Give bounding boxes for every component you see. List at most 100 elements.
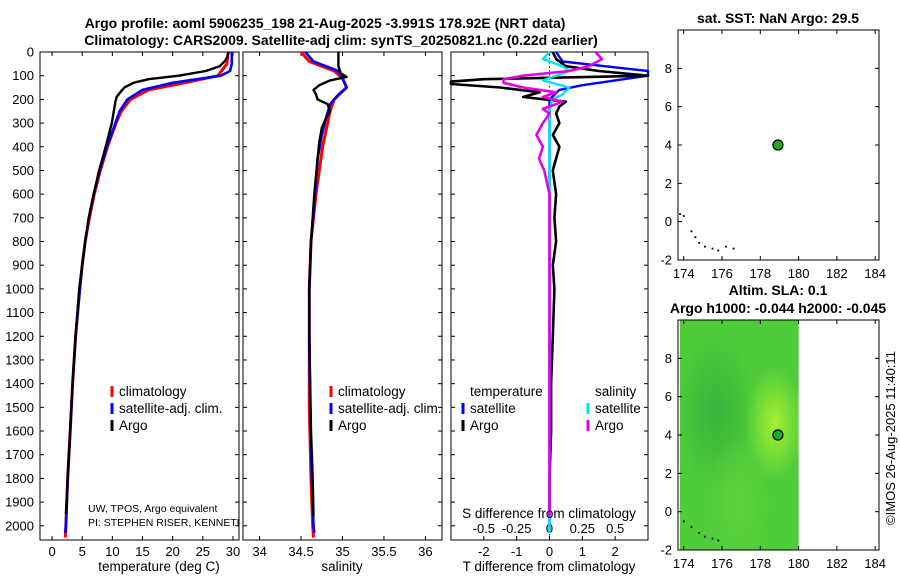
y-tick-label: 1700 xyxy=(5,447,34,462)
x-tick-label: 35.5 xyxy=(371,544,396,559)
coast-point xyxy=(698,241,701,244)
y-tick-label: 800 xyxy=(12,234,34,249)
y-tick-label: 400 xyxy=(12,139,34,154)
temperature-legend: climatology satellite-adj. clim. Argo xyxy=(110,384,223,433)
x-tick-label: 15 xyxy=(135,544,149,559)
salinity-xlabel: salinity xyxy=(321,559,363,574)
x-tick-label: 178 xyxy=(749,266,771,281)
x-tick-label: 184 xyxy=(864,556,886,571)
y-tick-label: 4 xyxy=(665,138,672,153)
sla-map-ticks: 174 176 178 180 182 184 -2 0 2 4 6 8 xyxy=(660,320,886,571)
difference-xlabel-t: T difference from climatology xyxy=(463,559,636,574)
figure-title-line2: Climatology: CARS2009. Satellite-adj cli… xyxy=(84,32,598,48)
x-tick-label: 182 xyxy=(826,266,848,281)
legend-label-satellite: satellite-adj. clim. xyxy=(338,401,442,416)
sla-map-panel: Altim. SLA: 0.1 Argo h1000: -0.044 h2000… xyxy=(660,282,886,571)
salinity-legend: climatology satellite-adj. clim. Argo xyxy=(329,384,442,433)
y-tick-label: 2 xyxy=(665,176,672,191)
x-tick-label: 35 xyxy=(335,544,349,559)
y-tick-label: 8 xyxy=(665,351,672,366)
sst-map-ticks: 174 176 178 180 182 184 -2 0 2 4 6 8 xyxy=(660,30,886,281)
legend-label-climatology: climatology xyxy=(338,384,406,399)
sst-map-panel: sat. SST: NaN Argo: 29.5 174 176 178 180 182… xyxy=(660,10,886,281)
x-tick-label: 5 xyxy=(79,544,86,559)
series-line-satellite-adj-clim- xyxy=(64,52,234,534)
x-tick-label: 180 xyxy=(788,266,810,281)
s-tick-label: 0.5 xyxy=(606,521,624,536)
y-tick-label: 0 xyxy=(665,214,672,229)
x-tick-label: 176 xyxy=(711,556,733,571)
x-tick-label: 25 xyxy=(196,544,210,559)
coast-point xyxy=(704,245,706,248)
y-tick-label: 6 xyxy=(665,389,672,404)
sst-map-title: sat. SST: NaN Argo: 29.5 xyxy=(697,10,859,26)
y-tick-label: 700 xyxy=(12,210,34,225)
s-tick-label: -0.5 xyxy=(473,521,495,536)
x-tick-label: 10 xyxy=(105,544,119,559)
y-tick-label: 1500 xyxy=(5,400,34,415)
coast-point xyxy=(679,213,681,215)
y-tick-label: 100 xyxy=(12,68,34,83)
coast-point xyxy=(725,245,727,248)
coast-point xyxy=(704,535,706,538)
difference-series xyxy=(449,51,650,540)
coast-point xyxy=(698,531,701,534)
coast-point xyxy=(682,520,685,523)
x-tick-label: 180 xyxy=(788,556,810,571)
y-tick-label: 1000 xyxy=(5,281,34,296)
y-tick-label: 1200 xyxy=(5,329,34,344)
x-tick-label: 34 xyxy=(252,544,266,559)
difference-panel: -2 -1 0 1 2-0.5 -0.25 0 0.25 0.5 T difference fr… xyxy=(449,51,650,574)
y-tick-label: 6 xyxy=(665,99,672,114)
temperature-panel: 0 5 10 15 20 25 300100200300400500600700800900… xyxy=(5,45,244,575)
coast-point xyxy=(694,236,697,238)
coast-point xyxy=(690,230,693,233)
legend-label-s-argo: Argo xyxy=(595,418,624,433)
series-line-climatology xyxy=(63,51,230,538)
sla-map-title-line2: Argo h1000: -0.044 h2000: -0.045 xyxy=(670,300,887,316)
x-tick-label: -2 xyxy=(478,544,490,559)
x-tick-label: 0 xyxy=(48,544,55,559)
salinity-axes-box xyxy=(242,51,443,541)
coast-point xyxy=(711,247,714,250)
coast-point xyxy=(717,249,720,252)
series-line-s-argo xyxy=(502,51,604,517)
y-tick-label: 200 xyxy=(12,92,34,107)
y-tick-label: 2000 xyxy=(5,518,34,533)
x-tick-label: 184 xyxy=(864,266,886,281)
salinity-panel: 34 34.5 35 35.5 36 salinity climatology sate… xyxy=(242,51,443,574)
y-tick-label: 1100 xyxy=(6,305,34,320)
difference-xlabel-s: S difference from climatology xyxy=(462,506,636,521)
y-tick-label: -2 xyxy=(660,253,672,268)
y-tick-label: 900 xyxy=(12,258,34,273)
y-tick-label: 600 xyxy=(12,187,34,202)
x-tick-label: -1 xyxy=(511,544,523,559)
coast-point xyxy=(682,215,685,217)
y-tick-label: 0 xyxy=(27,45,34,60)
y-tick-label: -2 xyxy=(660,543,672,558)
float-note-line2: PI: STEPHEN RISER, KENNETH xyxy=(88,517,244,529)
figure-title-line1: Argo profile: aoml 5906235_198 21-Aug-20… xyxy=(85,15,566,31)
y-tick-label: 1900 xyxy=(5,495,34,510)
y-tick-label: 0 xyxy=(665,504,672,519)
sst-map-marks xyxy=(679,139,784,252)
x-tick-label: 174 xyxy=(673,556,695,571)
x-tick-label: 2 xyxy=(612,544,619,559)
legend-heading-salinity: salinity xyxy=(595,384,637,399)
y-tick-label: 1800 xyxy=(5,471,34,486)
y-tick-label: 500 xyxy=(12,163,34,178)
float-note-line1: UW, TPOS, Argo equivalent xyxy=(88,503,217,515)
legend-label-s-satellite: satellite xyxy=(595,401,641,416)
y-tick-label: 4 xyxy=(665,428,672,443)
imos-timestamp: ©IMOS 26-Aug-2025 11:40:11 xyxy=(883,351,898,525)
x-tick-label: 178 xyxy=(749,556,771,571)
sla-map-marks xyxy=(682,429,784,542)
difference-legend: temperature satellite Argo salinity sate… xyxy=(461,384,641,433)
temperature-ticks: 0 5 10 15 20 25 300100200300400500600700800900… xyxy=(5,45,240,560)
y-tick-label: 8 xyxy=(665,61,672,76)
salinity-series xyxy=(299,51,349,538)
legend-label-t-argo: Argo xyxy=(470,418,499,433)
legend-label-argo: Argo xyxy=(338,418,367,433)
x-tick-label: 174 xyxy=(673,266,695,281)
coast-point xyxy=(732,247,735,250)
